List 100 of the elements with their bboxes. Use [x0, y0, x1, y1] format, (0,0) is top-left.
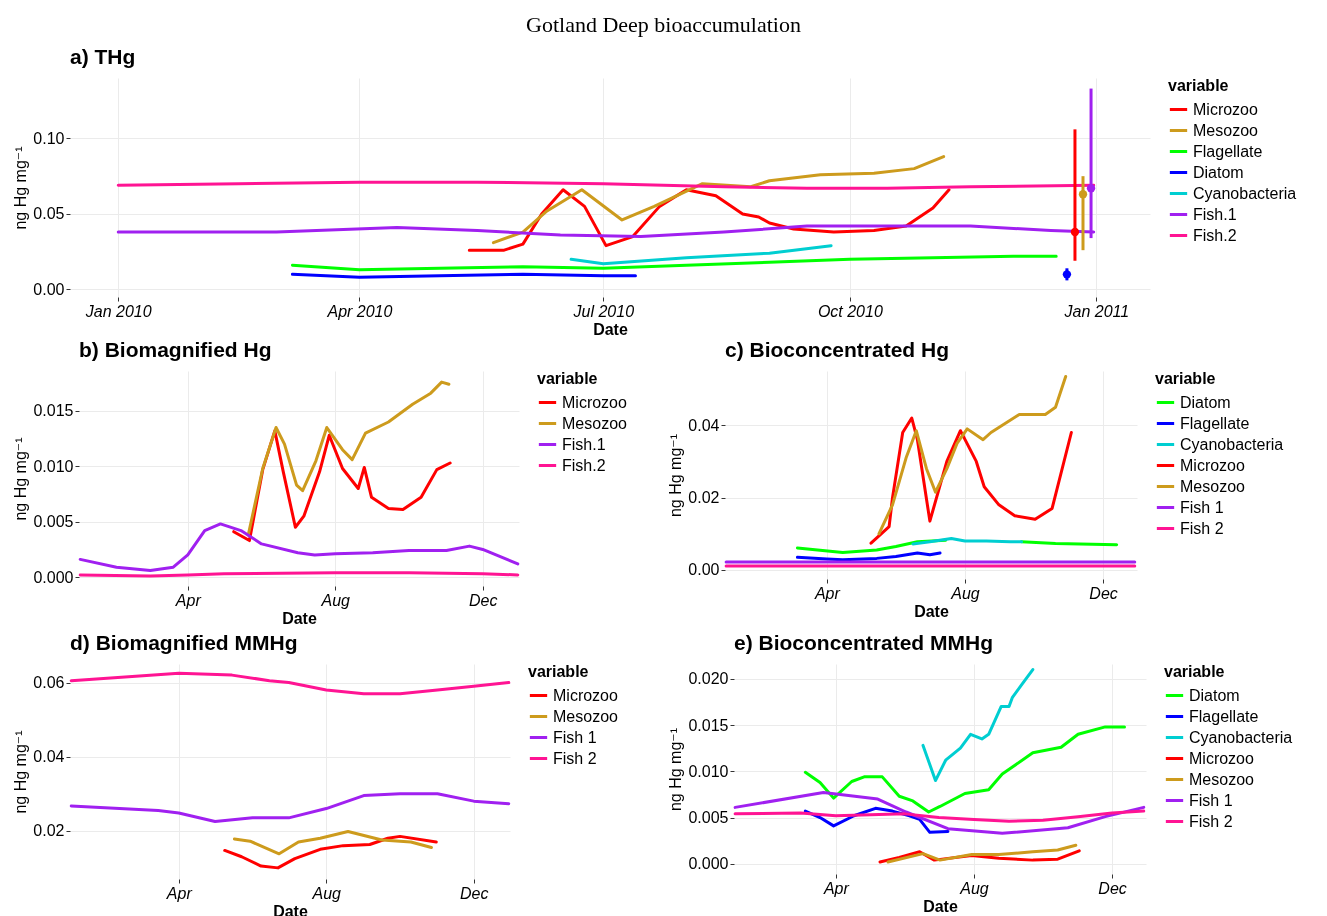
y-axis-title: ng Hg mg⁻¹: [12, 437, 30, 521]
x-tick-label: Dec: [1089, 584, 1118, 602]
legend-label: Diatom: [1180, 393, 1231, 411]
legend-label: Cyanobacteria: [1180, 435, 1284, 453]
legend-label: Fish.1: [1193, 205, 1237, 223]
line-series: [733, 791, 1146, 835]
y-tick-label: 0.02: [33, 822, 65, 840]
legend-label: Flagellate: [1193, 142, 1263, 160]
y-tick-label: 0.005: [33, 513, 74, 531]
line-series: [877, 374, 1068, 536]
x-tick-label: Oct 2010: [817, 302, 883, 320]
x-tick-label: Dec: [460, 884, 489, 902]
chart-title: c) Bioconcentrated Hg: [725, 338, 950, 361]
point: [1086, 184, 1096, 193]
y-tick-label: 0.020: [688, 670, 729, 688]
y-tick-label: 0.02: [688, 489, 720, 507]
y-tick-label: 0.010: [688, 762, 729, 780]
legend-label: Flagellate: [1180, 414, 1250, 432]
legend-title: variable: [528, 663, 589, 680]
y-tick-label: 0.005: [688, 809, 729, 827]
legend-label: Microzoo: [553, 686, 619, 704]
legend-label: Mesozoo: [562, 414, 628, 432]
legend-label: Fish.1: [562, 435, 606, 453]
line-series: [223, 834, 438, 870]
x-tick-label: Apr: [813, 584, 841, 602]
y-tick-label: 0.015: [33, 402, 74, 420]
legend-label: Diatom: [1193, 163, 1244, 181]
x-tick-label: Dec: [1098, 879, 1127, 897]
x-axis-title: Date: [282, 609, 317, 627]
legend-label: Fish.2: [1193, 226, 1237, 244]
legend-label: Microzoo: [562, 393, 628, 411]
line-series: [795, 551, 942, 562]
point: [1070, 227, 1080, 237]
legend-label: Flagellate: [1189, 707, 1259, 725]
legend-label: Mesozoo: [553, 707, 619, 725]
legend-label: Fish 1: [553, 728, 597, 746]
y-tick-label: 0.00: [688, 561, 720, 579]
x-axis-title: Date: [923, 897, 958, 915]
x-axis-title: Date: [273, 902, 308, 916]
y-tick-label: 0.00: [33, 280, 65, 298]
legend-label: Fish 2: [553, 749, 597, 767]
legend-title: variable: [537, 370, 598, 387]
line-series: [290, 254, 1058, 272]
line-series: [733, 809, 1146, 823]
x-tick-label: Aug: [959, 879, 989, 897]
point: [1078, 190, 1088, 199]
legend-label: Cyanobacteria: [1189, 728, 1293, 746]
x-tick-label: Aug: [950, 584, 980, 602]
y-tick-label: 0.04: [33, 748, 65, 766]
y-tick-label: 0.04: [688, 416, 720, 434]
line-series: [232, 830, 433, 856]
x-tick-label: Apr 2010: [326, 302, 393, 320]
y-tick-label: 0.010: [33, 457, 74, 475]
x-tick-label: Apr: [822, 879, 850, 897]
legend-label: Fish 2: [1180, 519, 1224, 537]
x-tick-label: Dec: [469, 591, 498, 609]
x-tick-label: Aug: [311, 884, 342, 902]
y-tick-label: 0.05: [33, 205, 65, 223]
legend-label: Mesozoo: [1189, 770, 1255, 788]
legend-label: Mesozoo: [1193, 121, 1259, 139]
chart-title: b) Biomagnified Hg: [79, 338, 272, 361]
line-series: [78, 522, 520, 572]
legend-title: variable: [1155, 370, 1216, 387]
line-series: [869, 416, 1073, 545]
legend-label: Cyanobacteria: [1193, 184, 1297, 202]
line-series: [246, 380, 451, 537]
x-tick-label: Apr: [174, 591, 202, 609]
x-axis-title: Date: [593, 320, 628, 338]
x-axis-title: Date: [914, 602, 949, 620]
legend-label: Diatom: [1189, 686, 1240, 704]
y-tick-label: 0.000: [688, 855, 729, 873]
legend-label: Fish 1: [1189, 791, 1233, 809]
x-tick-label: Jul 2010: [572, 302, 635, 320]
x-tick-label: Aug: [320, 591, 351, 609]
y-axis-title: ng Hg mg⁻¹: [667, 433, 685, 518]
x-tick-label: Jan 2011: [1063, 302, 1130, 320]
legend-label: Fish 1: [1180, 498, 1224, 516]
legend-title: variable: [1168, 77, 1229, 94]
line-series: [886, 843, 1078, 864]
legend-label: Microzoo: [1193, 100, 1259, 118]
text: Gotland Deep bioaccumulation: [525, 11, 802, 39]
x-tick-label: Apr: [165, 884, 193, 902]
y-axis-title: ng Hg mg⁻¹: [12, 730, 30, 814]
line-series: [921, 668, 1035, 783]
y-tick-label: 0.06: [33, 674, 65, 692]
y-axis-title: ng Hg mg⁻¹: [12, 146, 30, 230]
chart-title: a) THg: [70, 45, 136, 68]
legend-label: Microzoo: [1189, 749, 1255, 767]
line-series: [803, 725, 1126, 814]
legend-label: Mesozoo: [1180, 477, 1246, 495]
legend-label: Fish.2: [562, 456, 606, 474]
legend-title: variable: [1164, 663, 1225, 680]
line-series: [569, 244, 833, 266]
legend-label: Fish 2: [1189, 812, 1233, 830]
line-series: [69, 792, 511, 824]
line-series: [491, 155, 946, 245]
y-axis-title: ng Hg mg⁻¹: [667, 727, 685, 812]
y-tick-label: 0.000: [33, 568, 74, 586]
y-tick-label: 0.015: [688, 716, 729, 734]
legend-label: Microzoo: [1180, 456, 1246, 474]
